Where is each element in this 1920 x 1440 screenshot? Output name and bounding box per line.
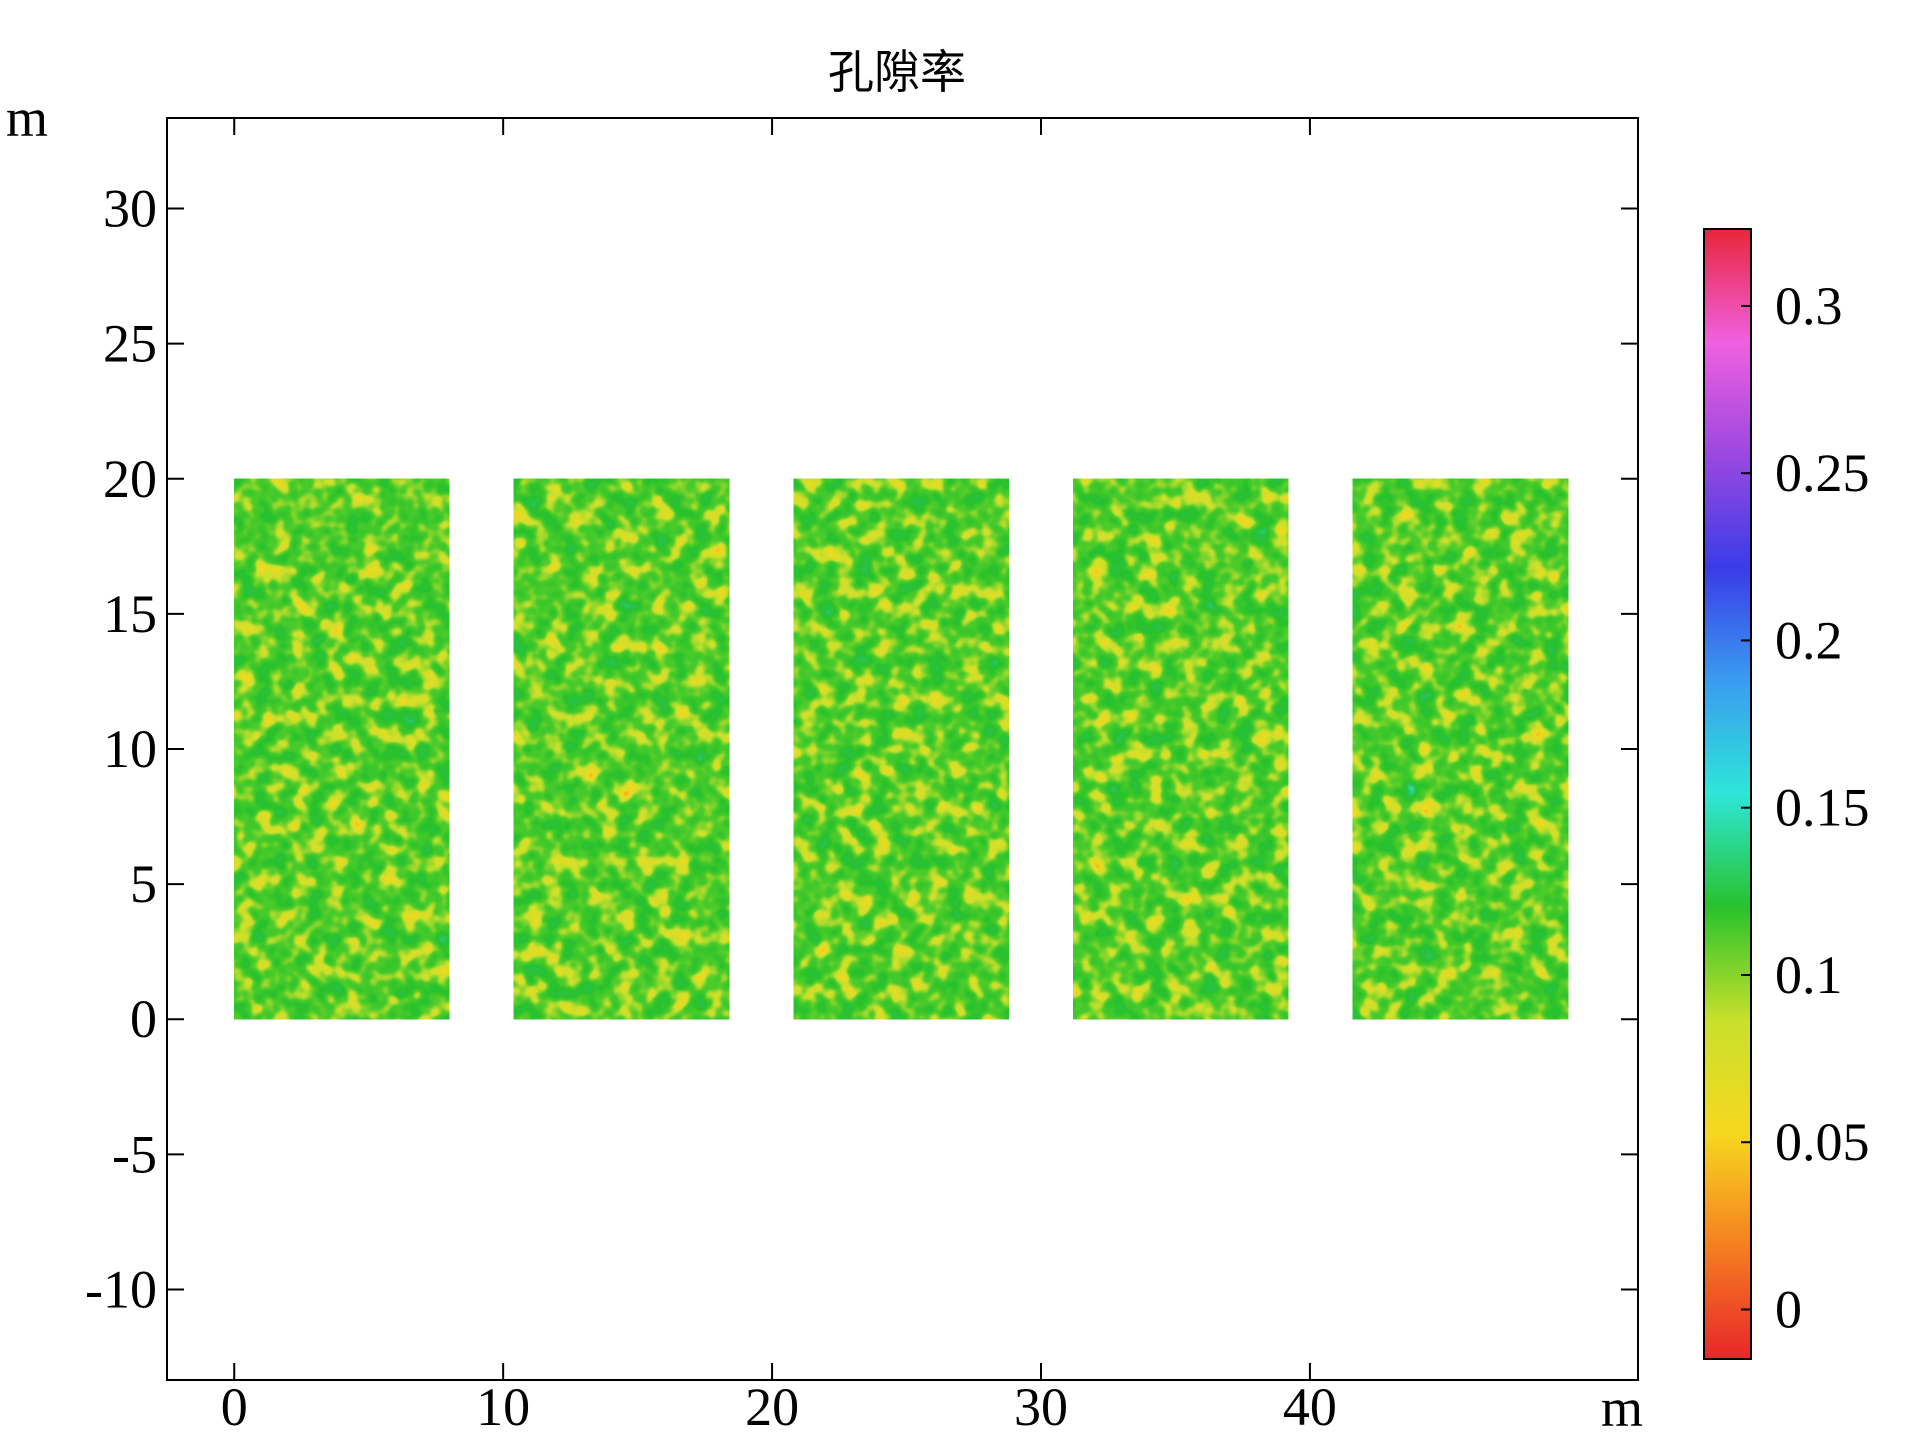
porosity-block [513,478,730,1020]
y-tick-label: 5 [130,854,157,914]
colorbar-tick-label: 0.2 [1775,610,1843,670]
y-axis-unit: m [6,88,48,148]
x-tick-label: 20 [745,1377,799,1437]
colorbar-tick-label: 0.05 [1775,1112,1870,1172]
x-tick-label: 0 [221,1377,248,1437]
x-tick-label: 40 [1283,1377,1337,1437]
colorbar [1703,228,1752,1360]
porosity-block [793,478,1009,1020]
colorbar-tick-label: 0.1 [1775,945,1843,1005]
x-tick-label: 10 [476,1377,530,1437]
y-tick-label: 15 [103,584,157,644]
x-axis-unit: m [1601,1378,1643,1438]
y-tick-label: -5 [112,1124,157,1184]
y-tick-label: 10 [103,719,157,779]
y-tick-label: 20 [103,449,157,509]
x-tick-label: 30 [1014,1377,1068,1437]
porosity-block [1352,478,1569,1020]
y-tick-label: -10 [85,1259,157,1319]
y-tick-label: 25 [103,314,157,374]
chart-title: 孔隙率 [828,45,966,99]
colorbar-tick-label: 0.25 [1775,443,1870,503]
y-tick-label: 30 [103,179,157,239]
colorbar-tick-label: 0 [1775,1279,1802,1339]
porosity-block [234,478,450,1020]
porosity-block [1073,478,1289,1020]
colorbar-tick-label: 0.3 [1775,276,1843,336]
y-tick-label: 0 [130,989,157,1049]
colorbar-tick-label: 0.15 [1775,778,1870,838]
